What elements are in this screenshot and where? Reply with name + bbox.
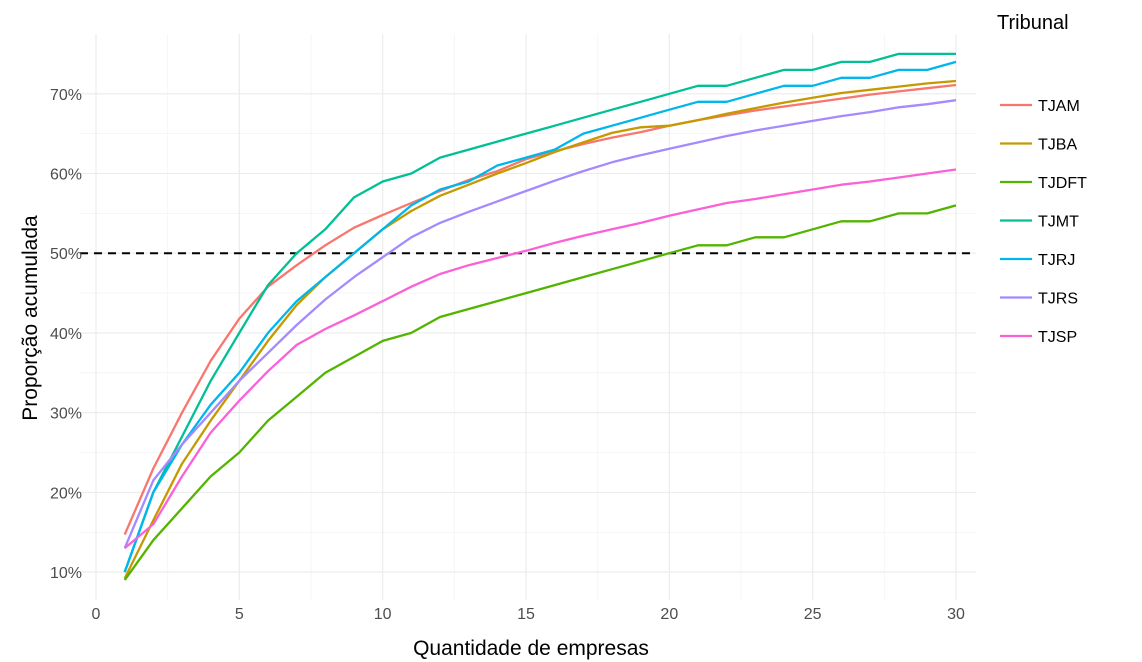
- legend-item-tjba: TJBA: [1000, 137, 1077, 154]
- x-tick-label: 15: [517, 606, 535, 623]
- y-tick-label: 70%: [50, 87, 82, 104]
- x-tick-label: 5: [235, 606, 244, 623]
- legend-label: TJAM: [1038, 98, 1080, 115]
- series-line-tjmt: [123, 52, 956, 573]
- legend-item-tjmt: TJMT: [1000, 214, 1079, 231]
- x-axis-tick-labels: 0 5 10 15 20 25 30: [92, 606, 965, 623]
- legend-items: TJAM TJBA TJDFT TJMT TJRJ TJRS TJSP: [1000, 98, 1087, 346]
- x-axis-title: Quantidade de empresas: [413, 637, 649, 660]
- x-tick-label: 10: [374, 606, 392, 623]
- legend: Tribunal TJAM TJBA TJDFT TJMT TJRJ TJRS TJSP: [997, 12, 1087, 346]
- grid-lines: [80, 34, 976, 600]
- y-tick-label: 50%: [50, 246, 82, 263]
- x-tick-label: 20: [660, 606, 678, 623]
- legend-label: TJDFT: [1038, 175, 1087, 192]
- y-axis-tick-labels: 10% 20% 30% 40% 50% 60% 70%: [50, 87, 82, 582]
- legend-item-tjrs: TJRS: [1000, 291, 1078, 308]
- legend-item-tjam: TJAM: [1000, 98, 1080, 115]
- legend-label: TJMT: [1038, 214, 1079, 231]
- series-line-tjrs: [123, 99, 957, 549]
- legend-label: TJBA: [1038, 137, 1077, 154]
- legend-item-tjrj: TJRJ: [1000, 252, 1075, 269]
- x-tick-label: 0: [92, 606, 101, 623]
- x-tick-label: 30: [947, 606, 965, 623]
- y-tick-label: 30%: [50, 406, 82, 423]
- legend-item-tjsp: TJSP: [1000, 329, 1077, 346]
- y-tick-label: 60%: [50, 167, 82, 184]
- series-line-tjsp: [123, 168, 957, 550]
- legend-label: TJRS: [1038, 291, 1078, 308]
- series-lines: [123, 52, 957, 581]
- legend-item-tjdft: TJDFT: [1000, 175, 1087, 192]
- y-tick-label: 20%: [50, 485, 82, 502]
- y-tick-label: 40%: [50, 326, 82, 343]
- legend-title: Tribunal: [997, 12, 1069, 34]
- y-axis-title: Proporção acumulada: [19, 215, 42, 421]
- series-line-tjba: [123, 79, 957, 580]
- legend-label: TJSP: [1038, 329, 1077, 346]
- series-line-tjdft: [123, 204, 957, 581]
- series-line-tjrj: [123, 60, 957, 573]
- legend-label: TJRJ: [1038, 252, 1075, 269]
- x-tick-label: 25: [804, 606, 822, 623]
- y-tick-label: 10%: [50, 565, 82, 582]
